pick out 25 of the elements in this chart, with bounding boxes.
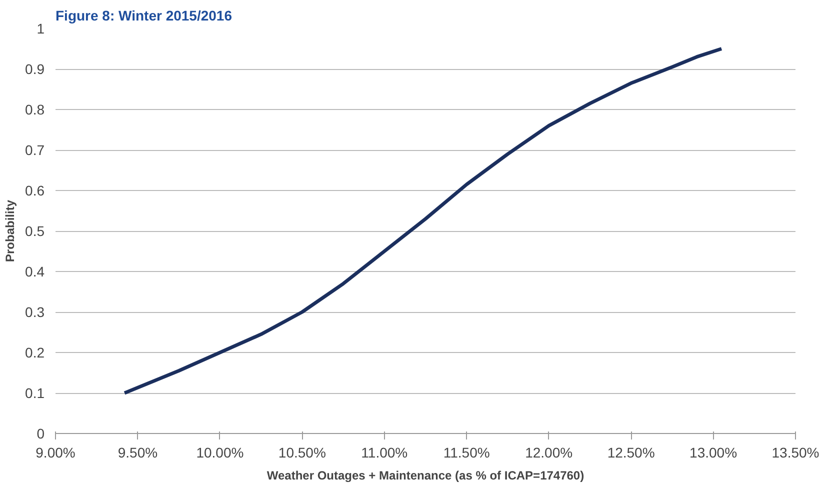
x-tick-label: 12.00%	[525, 444, 573, 460]
x-tick-label: 11.00%	[361, 444, 408, 460]
x-axis-title: Weather Outages + Maintenance (as % of ICAP=174760)	[266, 468, 584, 482]
y-tick-label: 0.2	[25, 344, 45, 360]
y-axis-title: Probability	[3, 200, 18, 262]
y-tick-label: 0.6	[25, 182, 45, 198]
x-tick-label: 10.50%	[278, 444, 326, 460]
x-tick-label: 12.50%	[607, 444, 655, 460]
y-tick-label: 0.1	[25, 385, 45, 401]
line-series	[122, 47, 724, 395]
y-tick-label: 1	[36, 20, 45, 36]
y-tick-label: 0.7	[25, 142, 45, 158]
x-tick-label: 11.50%	[443, 444, 490, 460]
y-tick-label: 0	[36, 426, 45, 442]
x-tick-label: 13.50%	[772, 444, 820, 460]
x-tick-label: 9.00%	[36, 444, 76, 460]
x-tick-label: 10.00%	[196, 444, 244, 460]
y-tick-label: 0.9	[25, 61, 45, 77]
y-tick-label: 0.5	[25, 223, 45, 239]
y-tick-label: 0.3	[25, 304, 45, 320]
x-tick-label: 13.00%	[690, 444, 738, 460]
chart-title: Figure 8: Winter 2015/2016	[56, 8, 232, 24]
y-tick-label: 0.8	[25, 102, 45, 118]
y-tick-label: 0.4	[25, 264, 45, 280]
x-tick-label: 9.50%	[118, 444, 158, 460]
